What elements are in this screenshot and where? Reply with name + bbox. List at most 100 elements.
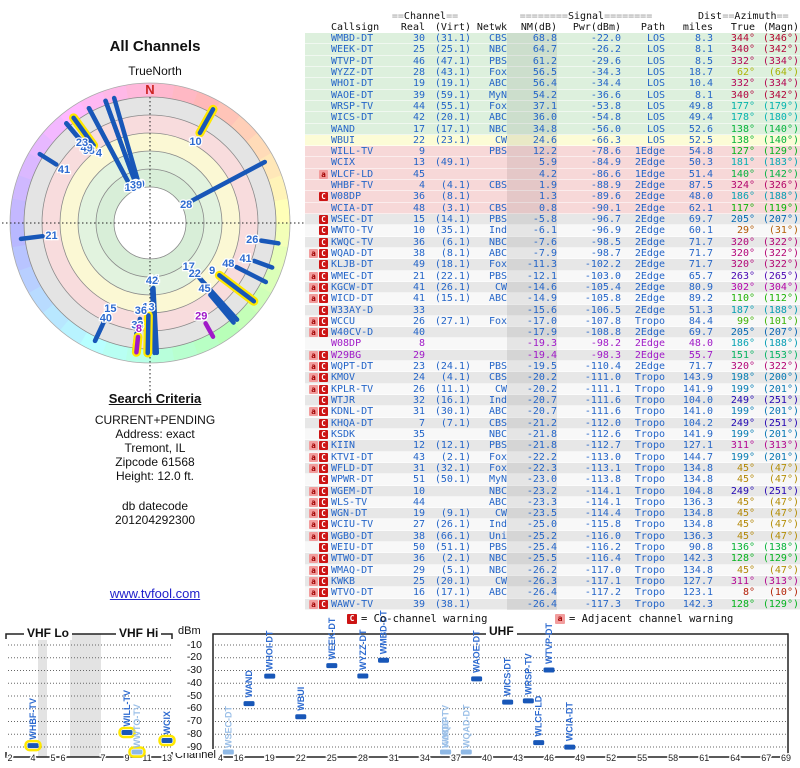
- compass-hue-ring: [148, 347, 175, 363]
- co-channel-warning-icon: C: [319, 282, 328, 292]
- compass-hue-ring: [12, 174, 32, 202]
- cell-netwk: ABC: [488, 78, 507, 90]
- tvfool-link[interactable]: www.tvfool.com: [109, 586, 201, 601]
- cell-callsign: WQAD-DT: [331, 247, 374, 259]
- channel-tick: 22: [296, 753, 306, 763]
- vhf-frame-bottom: [5, 752, 173, 758]
- cell-nm: -14.6: [507, 281, 557, 294]
- station-label: WLCF-LD: [534, 695, 544, 736]
- cell-netwk: CW: [494, 508, 507, 520]
- cell-netwk: PBS: [488, 55, 507, 67]
- cell-azimuth-magn: (322°): [762, 259, 799, 271]
- table-row: C WWTO-TV 10 (35.1) Ind -6.1 -96.9 2Edge 60.1 29°…: [305, 225, 800, 237]
- column-header: Callsign: [331, 22, 380, 33]
- spectrum-signal-bar: [564, 744, 576, 750]
- co-channel-warning-icon: C: [319, 418, 328, 428]
- co-channel-warning-icon: C: [319, 565, 328, 575]
- cell-real: 4: [418, 180, 425, 192]
- cell-pwr: -105.8: [584, 293, 621, 305]
- cell-azimuth-true: 45°: [736, 496, 755, 508]
- cell-miles: 51.4: [688, 168, 713, 180]
- adjacent-channel-warning-icon: a: [309, 350, 318, 360]
- cell-miles: 49.8: [688, 100, 713, 112]
- dbm-tick: -20: [176, 651, 202, 664]
- cell-path: 2Edge: [634, 349, 665, 361]
- cell-callsign: W08DP: [331, 191, 362, 203]
- cell-virt: (32.1): [434, 462, 471, 474]
- cell-nm: -20.2: [507, 372, 557, 384]
- table-row: a C KGCW-DT 41 (26.1) CW -14.6 -105.4 2Edge 80.9 3…: [305, 281, 800, 294]
- vhf-bar-outline: [118, 726, 136, 739]
- cell-pwr: -112.7: [584, 440, 621, 452]
- cell-pwr: -114.4: [584, 508, 621, 520]
- cell-pwr: -111.6: [584, 395, 621, 406]
- cell-azimuth-magn: (138°): [762, 542, 799, 554]
- cell-netwk: [471, 305, 507, 316]
- cell-real: 19: [412, 508, 425, 520]
- cell-path: 2Edge: [634, 338, 665, 350]
- cell-azimuth-magn: (47°): [768, 508, 799, 520]
- cell-callsign: WMAQ-DT: [331, 564, 374, 576]
- cell-netwk: [471, 338, 507, 349]
- adjacent-channel-warning-icon: a: [309, 486, 318, 496]
- table-row: a C WFLD-DT 31 (32.1) Fox -22.3 -113.1 Tropo 134.…: [305, 462, 800, 475]
- spectrum-signal-bar: [502, 699, 514, 705]
- cell-azimuth-true: 45°: [736, 462, 755, 474]
- radar-signal-bar: [64, 121, 79, 138]
- radar-channel-label: 41: [58, 164, 70, 176]
- spectrum-signal-bar: [295, 714, 307, 720]
- spectrum-signal-bar: [543, 667, 555, 673]
- cell-pwr: -106.5: [584, 304, 621, 316]
- radar-channel-label: 44: [147, 274, 160, 286]
- cell-netwk: ABC: [488, 587, 507, 599]
- cell-miles: 89.2: [688, 293, 713, 305]
- spectrum-signal-bar: [440, 749, 452, 755]
- column-header: NM(dB): [520, 22, 557, 33]
- radar-channel-label: 13: [142, 301, 154, 313]
- cell-azimuth-magn: (200°): [762, 372, 799, 384]
- cell-azimuth-magn: (265°): [762, 270, 799, 282]
- co-channel-warning-icon: C: [319, 497, 328, 507]
- cell-azimuth-true: 29°: [736, 225, 755, 237]
- cell-pwr: -98.3: [590, 349, 621, 361]
- cell-nm: -25.4: [507, 542, 557, 554]
- cell-callsign: W29BG: [331, 349, 362, 361]
- radar-signal-bar: [197, 107, 216, 136]
- cell-path: Tropo: [634, 485, 665, 497]
- channel-tick: 4: [30, 753, 35, 763]
- cell-nm: -25.5: [507, 553, 557, 565]
- cell-azimuth-true: 199°: [730, 383, 755, 395]
- cell-miles: 48.0: [688, 338, 713, 350]
- cell-nm: -22.2: [507, 451, 557, 463]
- dbm-tick: -50: [176, 689, 202, 702]
- cell-azimuth-true: 110°: [730, 293, 755, 305]
- cell-azimuth-magn: (201°): [762, 383, 799, 395]
- cell-real: 25: [412, 576, 425, 587]
- cell-pwr: -54.8: [590, 112, 621, 124]
- table-row: a C WGBO-DT 38 (66.1) Uni -25.2 -116.0 Tropo 136.…: [305, 530, 800, 543]
- radar-signal-bar: [37, 151, 59, 167]
- cell-path: Tropo: [634, 587, 665, 599]
- spectrum-signal-bar: [326, 663, 338, 669]
- cell-azimuth-true: 302°: [730, 281, 755, 293]
- cell-real: 30: [412, 33, 425, 44]
- channel-tick: 49: [575, 753, 585, 763]
- column-header: (Magn): [762, 22, 799, 33]
- cell-path: Tropo: [634, 564, 665, 576]
- cell-callsign: KSDK: [331, 428, 356, 440]
- cell-azimuth-magn: (188°): [762, 304, 799, 316]
- radar-channel-label: 22: [189, 268, 201, 280]
- cell-nm: 1.3: [507, 191, 557, 203]
- cell-netwk: NBC: [488, 485, 507, 497]
- table-row: a C WICD-DT 41 (15.1) ABC -14.9 -105.8 2Edge 89.2…: [305, 293, 800, 305]
- cell-netwk: Uni: [488, 530, 507, 542]
- co-channel-warning-icon: C: [319, 509, 328, 519]
- cell-path: Tropo: [634, 428, 665, 440]
- cell-real: 26: [412, 315, 425, 327]
- station-label: WSEC-DT: [223, 706, 233, 748]
- cell-nm: -20.7: [507, 406, 557, 418]
- cell-netwk: NBC: [488, 44, 507, 56]
